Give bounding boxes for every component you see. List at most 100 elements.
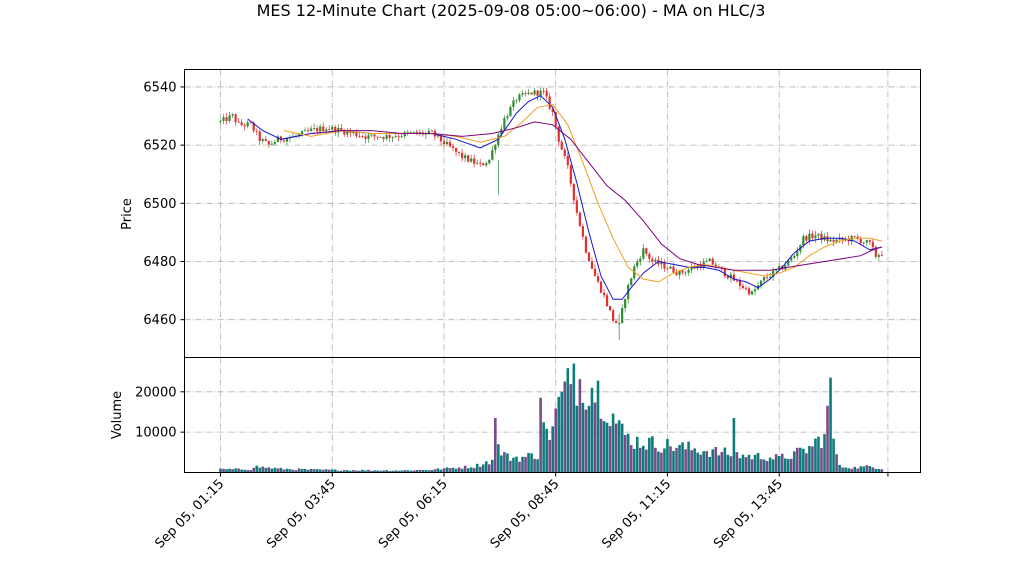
volume-tick-label: 10000: [135, 426, 176, 441]
volume-bar: [841, 467, 844, 473]
volume-bar: [684, 449, 687, 473]
price-grid: [184, 69, 921, 358]
candle-body: [690, 267, 693, 270]
candle-body: [787, 260, 790, 266]
volume-bar: [817, 436, 820, 473]
volume-bar: [856, 468, 860, 473]
volume-bar: [451, 467, 455, 473]
candle-body: [240, 122, 243, 125]
volume-bar: [865, 465, 869, 473]
candle-body: [560, 141, 563, 150]
volume-bar: [454, 468, 458, 473]
volume-bar: [234, 468, 237, 473]
volume-bar: [355, 470, 358, 473]
volume-bar: [569, 384, 573, 473]
volume-bar: [771, 459, 775, 473]
candle-body: [590, 261, 594, 269]
candle-body: [521, 93, 524, 95]
candle-body: [630, 278, 633, 285]
candle-body: [554, 112, 557, 127]
volume-bar: [340, 470, 343, 473]
volume-bar: [587, 405, 591, 473]
volume-bar: [774, 454, 778, 473]
volume-bar: [720, 452, 724, 473]
volume-bar: [635, 436, 639, 473]
candle-body: [252, 122, 255, 131]
candle-body: [306, 130, 310, 132]
volume-bar: [838, 464, 841, 473]
candle-body: [439, 135, 443, 142]
candle-body: [340, 127, 343, 131]
x-tick-label: Sep 05, 11:15: [599, 477, 674, 552]
x-tick-label: Sep 05, 13:45: [711, 477, 786, 552]
candle-body: [355, 132, 358, 137]
volume-bar: [814, 438, 817, 473]
volume-bar: [868, 466, 872, 473]
volume-bar: [611, 413, 615, 473]
volume-tick-label: 20000: [135, 385, 176, 400]
volume-bar: [494, 418, 497, 473]
candle-body: [539, 90, 542, 96]
volume-bar: [261, 466, 265, 473]
candle-body: [512, 100, 515, 108]
volume-bar: [663, 448, 666, 473]
candle-body: [370, 134, 373, 136]
volume-bar: [584, 409, 588, 473]
price-candles: [219, 87, 883, 341]
candle-body: [457, 151, 461, 153]
volume-bar: [648, 437, 651, 473]
candle-body: [509, 107, 512, 117]
price-tick-label: 6540: [143, 80, 176, 95]
candle-body: [303, 130, 307, 132]
x-tick-label: Sep 05, 08:45: [488, 477, 563, 552]
volume-bar: [533, 458, 536, 473]
volume-bar: [228, 468, 231, 473]
volume-y-ticks: 10000 20000: [135, 385, 185, 441]
candle-body: [790, 257, 793, 261]
candle-body: [364, 136, 367, 139]
volume-bar: [303, 468, 307, 473]
volume-axis-label: Volume: [110, 391, 125, 439]
candle-body: [621, 308, 624, 323]
candle-body: [584, 236, 588, 253]
moving-average-lines: [247, 95, 883, 300]
candle-body: [684, 272, 687, 274]
volume-bar: [503, 452, 506, 473]
candle-body: [358, 136, 361, 137]
candle-body: [663, 262, 666, 269]
volume-bar: [642, 445, 645, 473]
volume-bar: [318, 469, 322, 473]
volume-bar: [602, 421, 606, 473]
candle-body: [400, 136, 403, 137]
volume-bar: [255, 465, 259, 473]
candle-body: [566, 155, 569, 166]
volume-bar: [376, 470, 379, 473]
candle-body: [648, 253, 651, 259]
candle-body: [766, 277, 769, 278]
volume-bar: [267, 467, 271, 473]
volume-bar: [478, 466, 482, 473]
candle-body: [442, 141, 446, 145]
price-y-ticks: 6460 6480 6500 6520 6540: [143, 80, 185, 328]
volume-bar: [364, 470, 367, 473]
candle-body: [503, 118, 506, 130]
candle-body: [349, 131, 352, 133]
candle-body: [334, 126, 337, 133]
candle-body: [735, 280, 739, 282]
volume-bar: [542, 422, 545, 473]
volume-bar: [382, 470, 385, 473]
candle-body: [705, 261, 708, 262]
volume-bar: [859, 466, 863, 473]
volume-bar: [527, 452, 530, 473]
candle-body: [273, 142, 276, 144]
candle-body: [678, 270, 681, 275]
volume-bar: [518, 461, 521, 473]
candle-body: [569, 165, 572, 184]
volume-bar: [475, 463, 479, 473]
volume-bar: [747, 454, 751, 473]
volume-bar: [557, 396, 561, 473]
candle-body: [599, 281, 603, 293]
candle-body: [276, 136, 279, 143]
volume-bar: [744, 457, 748, 473]
volume-bar: [808, 446, 811, 473]
